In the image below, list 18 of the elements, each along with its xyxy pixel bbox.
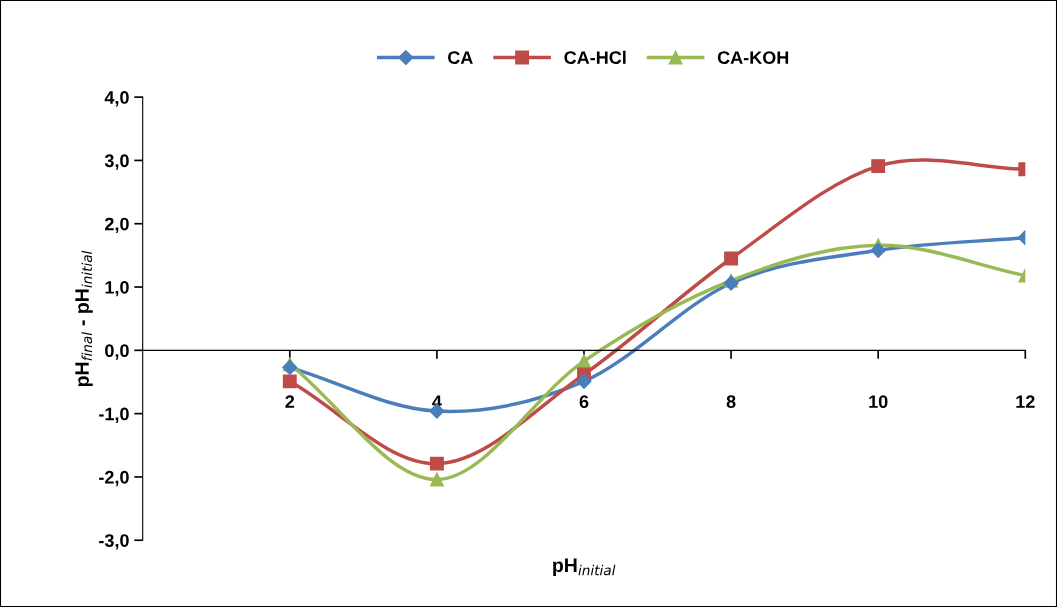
x-tick-label: 6	[579, 395, 589, 409]
y-tick-label: 0,0	[105, 344, 129, 360]
x-axis-title: pH$_{initial}$	[553, 558, 616, 576]
legend-label: CA	[448, 51, 473, 65]
y-tick-label: 3,0	[104, 154, 129, 170]
y-tick-label: -1,0	[99, 407, 129, 423]
y-tick-label: 1,0	[105, 280, 129, 297]
y-tick-label: -2,0	[99, 470, 129, 487]
legend-label: CA-HCl	[564, 50, 626, 65]
y-tick-label: 4,0	[104, 91, 129, 107]
x-tick-label: 10	[869, 395, 888, 409]
x-tick-label: 2	[285, 395, 295, 408]
y-tick-label: 2,0	[105, 217, 129, 234]
y-axis-title: pH$_{final}$ - pH$_{initial}$	[75, 250, 93, 387]
x-tick-label: 8	[726, 395, 736, 409]
x-tick-label: 12	[1016, 395, 1035, 408]
legend-label: CA-KOH	[717, 51, 789, 65]
y-tick-label: -3,0	[99, 534, 129, 550]
